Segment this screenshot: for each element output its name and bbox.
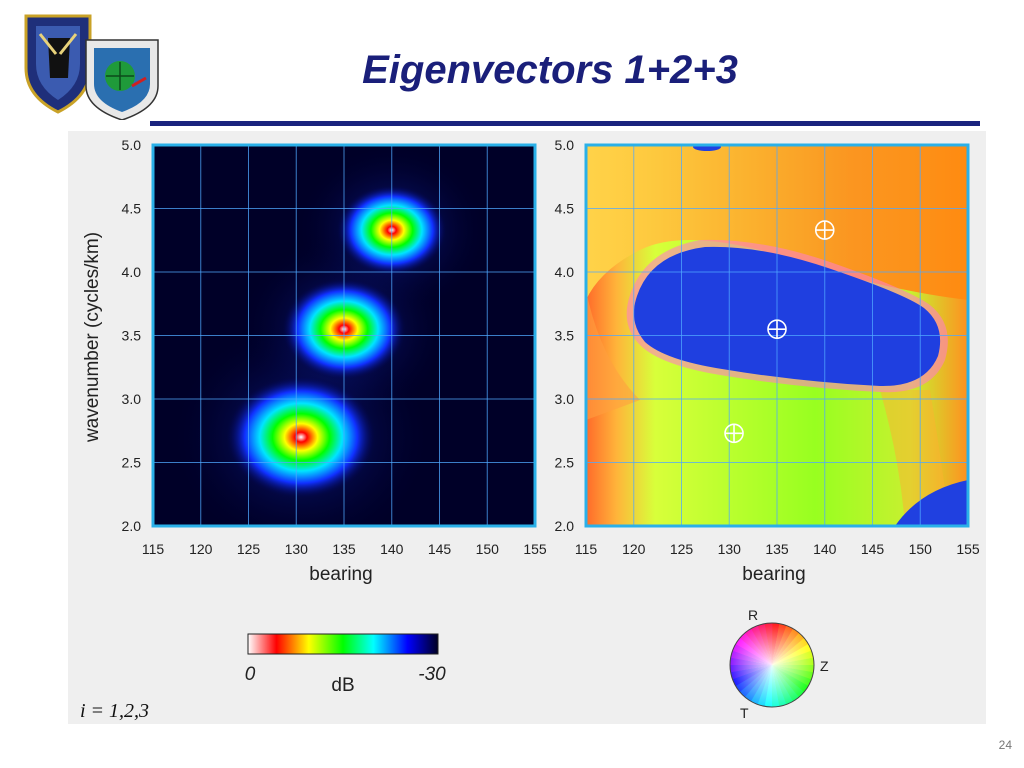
right-x-tick-label: 115 <box>575 541 598 557</box>
left-x-tick-label: 150 <box>476 541 500 557</box>
color-wheel-center <box>730 623 814 707</box>
left-y-tick-label: 2.0 <box>122 518 142 534</box>
right-x-tick-label: 150 <box>909 541 933 557</box>
left-x-tick-label: 145 <box>428 541 452 557</box>
left-y-tick-label: 3.0 <box>122 391 142 407</box>
color-wheel: R Z T <box>729 607 829 721</box>
right-x-tick-label: 120 <box>622 541 646 557</box>
wheel-label-r: R <box>748 607 758 623</box>
left-x-tick-label: 135 <box>332 541 356 557</box>
right-y-tick-label: 2.5 <box>555 455 575 471</box>
right-x-tick-label: 140 <box>813 541 837 557</box>
right-band <box>880 390 950 526</box>
right-x-tick-label: 145 <box>861 541 885 557</box>
slide-title: Eigenvectors 1+2+3 <box>362 48 738 92</box>
right-y-tick-label: 5.0 <box>555 137 575 153</box>
left-x-tick-label: 130 <box>285 541 309 557</box>
right-y-tick-label: 4.5 <box>555 201 575 217</box>
peak-blob <box>226 375 377 499</box>
page-number: 24 <box>998 738 1012 752</box>
colorbar: 0 -30 dB <box>245 633 446 696</box>
left-y-tick-label: 4.0 <box>122 264 142 280</box>
left-y-tick-label: 3.5 <box>122 328 142 344</box>
colorbar-gradient <box>247 633 439 655</box>
tac-center-shield-icon <box>85 39 159 121</box>
colorbar-max-label: -30 <box>418 664 446 685</box>
left-x-axis-label: bearing <box>309 564 372 585</box>
bottom-right-blue <box>895 480 968 526</box>
left-y-axis-label: wavenumber (cycles/km) <box>82 232 103 443</box>
left-edge-band <box>586 290 640 420</box>
eigenvector-marker <box>724 423 744 444</box>
left-x-tick-label: 115 <box>142 541 165 557</box>
left-x-tick-label: 140 <box>380 541 404 557</box>
left-plot-frame <box>151 143 537 528</box>
left-x-tick-label: 120 <box>189 541 213 557</box>
colorbar-unit-label: dB <box>331 675 354 696</box>
right-y-tick-label: 3.0 <box>555 391 575 407</box>
wheel-label-z: Z <box>820 658 829 674</box>
logos <box>8 8 168 121</box>
right-y-tick-label: 3.5 <box>555 328 575 344</box>
index-label: i = 1,2,3 <box>80 700 150 722</box>
left-y-tick-label: 4.5 <box>122 201 142 217</box>
blue-region <box>633 246 941 387</box>
right-x-axis-label: bearing <box>742 564 805 585</box>
right-y-tick-label: 2.0 <box>555 518 575 534</box>
eigenvector-marker <box>814 220 835 240</box>
colorbar-min-label: 0 <box>245 664 256 685</box>
right-y-tick-label: 4.0 <box>555 264 575 280</box>
left-y-tick-label: 2.5 <box>122 455 142 471</box>
left-x-tick-label: 155 <box>523 541 547 557</box>
right-x-tick-label: 135 <box>765 541 789 557</box>
right-plot-frame <box>584 143 970 528</box>
right-grid <box>586 145 968 526</box>
left-grid <box>153 145 535 526</box>
title-rule <box>150 121 980 126</box>
color-wheel-outline <box>729 622 815 708</box>
right-x-tick-label: 155 <box>956 541 980 557</box>
left-x-tick-label: 125 <box>237 541 261 557</box>
left-heatmap: 115 120 125 130 135 140 145 150 155 2.0 2.5 3.0 3.5… <box>82 137 547 585</box>
right-heatmap: 115 120 125 130 135 140 145 150 155 2.0 2.5 3.0 3.5… <box>555 137 980 585</box>
wheel-label-t: T <box>740 705 749 721</box>
isr-agency-shield-icon <box>24 14 92 114</box>
right-x-tick-label: 125 <box>670 541 694 557</box>
right-x-tick-label: 130 <box>718 541 742 557</box>
left-y-tick-label: 5.0 <box>122 137 142 153</box>
eigenvector-marker <box>767 319 787 339</box>
